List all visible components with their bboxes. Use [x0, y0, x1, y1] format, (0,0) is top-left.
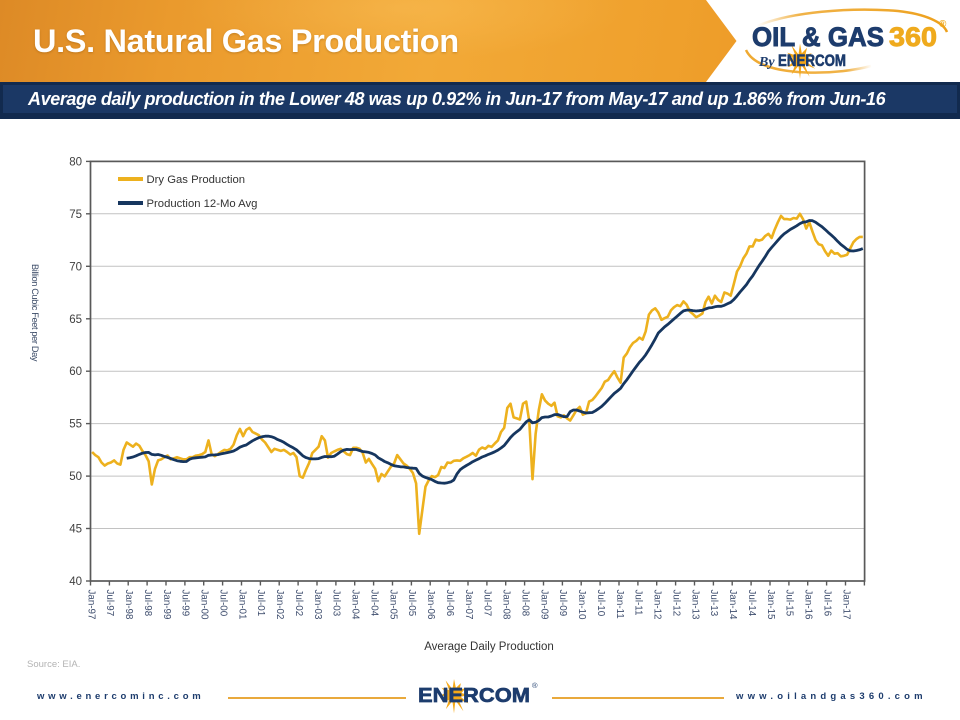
- svg-text:Jan-08: Jan-08: [501, 590, 512, 621]
- svg-text:Jan-01: Jan-01: [236, 590, 247, 620]
- svg-text:80: 80: [69, 156, 82, 168]
- svg-text:®: ®: [939, 19, 947, 30]
- svg-text:Jan-12: Jan-12: [652, 590, 663, 620]
- svg-text:Average Daily Production: Average Daily Production: [424, 641, 554, 653]
- svg-text:40: 40: [69, 576, 82, 588]
- svg-text:360: 360: [889, 22, 937, 52]
- svg-text:Jan-13: Jan-13: [689, 590, 700, 621]
- svg-text:Jan-14: Jan-14: [727, 590, 738, 621]
- svg-text:Jul-09: Jul-09: [557, 590, 568, 617]
- svg-text:Jan-05: Jan-05: [387, 590, 398, 621]
- svg-text:Dry Gas Production: Dry Gas Production: [147, 174, 246, 186]
- svg-text:Jul-99: Jul-99: [180, 590, 191, 617]
- svg-text:Jul-07: Jul-07: [482, 590, 493, 617]
- svg-text:60: 60: [69, 366, 82, 378]
- svg-text:Jul-08: Jul-08: [519, 590, 530, 617]
- svg-text:70: 70: [69, 261, 82, 273]
- svg-text:Jan-16: Jan-16: [803, 590, 814, 621]
- svg-text:Jul-15: Jul-15: [784, 590, 795, 617]
- svg-text:Jan-98: Jan-98: [123, 590, 134, 621]
- svg-text:Billion Cubic Feet per Day: Billion Cubic Feet per Day: [30, 264, 40, 362]
- svg-text:Jul-01: Jul-01: [255, 590, 266, 617]
- svg-text:Jan-97: Jan-97: [85, 590, 96, 620]
- svg-text:Jul-02: Jul-02: [293, 590, 304, 617]
- svg-text:50: 50: [69, 471, 82, 483]
- svg-text:Jan-09: Jan-09: [538, 590, 549, 620]
- svg-text:Jul-03: Jul-03: [331, 590, 342, 617]
- svg-text:Jul-05: Jul-05: [406, 590, 417, 617]
- svg-text:Jan-07: Jan-07: [463, 590, 474, 620]
- svg-text:55: 55: [69, 419, 82, 431]
- svg-text:®: ®: [532, 681, 538, 690]
- svg-text:Jan-02: Jan-02: [274, 590, 285, 620]
- svg-text:Jul-11: Jul-11: [633, 590, 644, 616]
- svg-text:Jul-98: Jul-98: [142, 590, 153, 617]
- svg-text:Jan-11: Jan-11: [614, 590, 625, 619]
- svg-text:OIL & GAS: OIL & GAS: [752, 22, 884, 52]
- svg-text:Jul-10: Jul-10: [595, 590, 606, 617]
- svg-text:Jan-06: Jan-06: [425, 590, 436, 621]
- svg-text:Jan-17: Jan-17: [840, 590, 851, 620]
- svg-text:Production 12-Mo Avg: Production 12-Mo Avg: [147, 198, 258, 210]
- svg-text:Jul-16: Jul-16: [821, 590, 832, 617]
- svg-text:45: 45: [69, 524, 82, 536]
- svg-text:75: 75: [69, 209, 82, 221]
- svg-text:Jan-03: Jan-03: [312, 590, 323, 621]
- svg-text:Jul-13: Jul-13: [708, 590, 719, 617]
- svg-text:Jul-97: Jul-97: [104, 590, 115, 617]
- svg-text:Jan-15: Jan-15: [765, 590, 776, 621]
- svg-text:Jan-04: Jan-04: [350, 590, 361, 621]
- svg-text:Jul-14: Jul-14: [746, 590, 757, 617]
- svg-text:Jul-00: Jul-00: [217, 590, 228, 617]
- svg-text:ENERCOM: ENERCOM: [418, 684, 530, 707]
- svg-text:By: By: [758, 55, 775, 70]
- svg-text:Jul-06: Jul-06: [444, 590, 455, 617]
- svg-text:Jan-99: Jan-99: [161, 590, 172, 620]
- svg-text:Jan-00: Jan-00: [199, 590, 210, 621]
- svg-text:Jul-04: Jul-04: [368, 590, 379, 617]
- svg-text:Jan-10: Jan-10: [576, 590, 587, 621]
- svg-text:ENERCOM: ENERCOM: [778, 52, 846, 70]
- svg-text:65: 65: [69, 314, 82, 326]
- svg-text:Jul-12: Jul-12: [670, 590, 681, 617]
